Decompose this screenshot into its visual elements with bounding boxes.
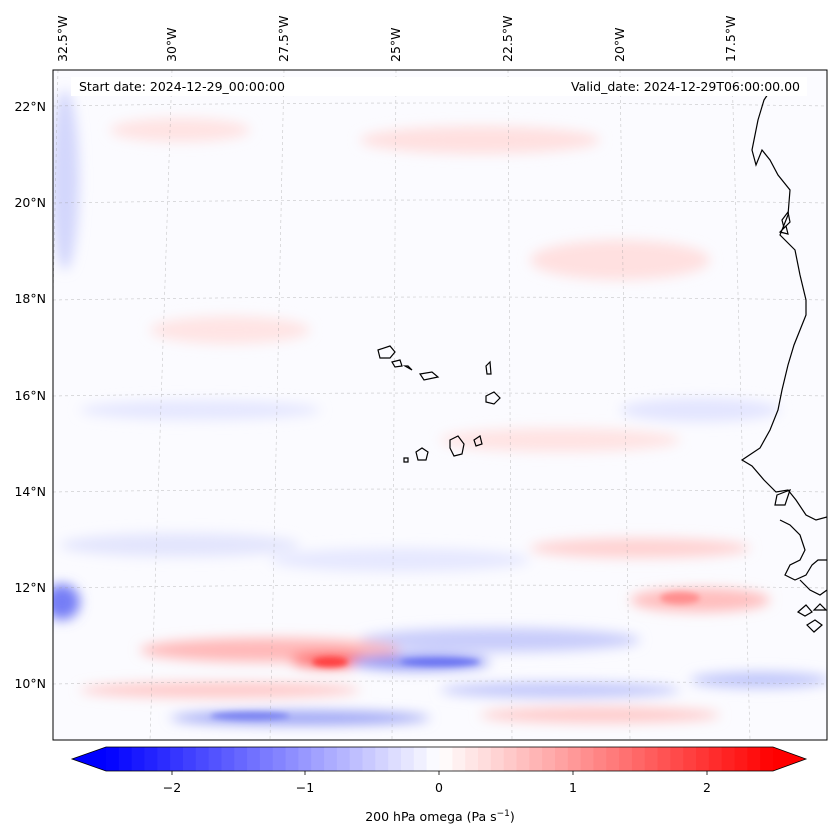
colorbar-tick-label: 1 (569, 780, 577, 795)
colorbar-cell (657, 747, 671, 771)
colorbar-cell (182, 747, 197, 771)
colorbar-cell (670, 747, 684, 771)
colorbar-cell (221, 747, 235, 771)
colorbar-cell (619, 747, 633, 771)
colorbar-cell (362, 747, 376, 771)
colorbar-cell (529, 747, 543, 771)
africa-coast (740, 87, 827, 521)
lon-label: 25°W (388, 27, 403, 62)
lon-label: 30°W (164, 27, 179, 62)
colorbar-cell (118, 747, 133, 771)
colorbar-cell (131, 747, 146, 771)
colorbar-ticks (171, 771, 708, 775)
colorbar-cell (375, 747, 389, 771)
colorbar-cell (503, 747, 518, 771)
colorbar-cell (388, 747, 402, 771)
colorbar-cell (721, 747, 736, 771)
colorbar-cell (477, 747, 492, 771)
colorbar-cell (554, 747, 569, 771)
colorbar-cell (195, 747, 210, 771)
colorbar-cell (259, 747, 274, 771)
lon-label: 22.5°W (500, 16, 515, 62)
valid-date-label: Valid_date: 2024-12-29T06:00:00.00 (571, 79, 800, 94)
colorbar-cell (567, 747, 582, 771)
colorbar-tick-label: −2 (163, 780, 181, 795)
start-date-label: Start date: 2024-12-29_00:00:00 (79, 79, 285, 94)
lat-label: 22°N (14, 99, 46, 114)
colorbar-cell (516, 747, 530, 771)
colorbar-cell (234, 747, 248, 771)
cape-verde-islands (377, 345, 501, 463)
colorbar-cell (285, 747, 300, 771)
colorbar-cell (542, 747, 556, 771)
colorbar-cell (760, 747, 774, 771)
map-frame (52, 69, 828, 741)
colorbar-cells (72, 747, 806, 771)
colorbar-cell (683, 747, 697, 771)
map-panel: Start date: 2024-12-29_00:00:00 Valid_da… (53, 70, 827, 740)
colorbar-cell (631, 747, 646, 771)
colorbar-cell (452, 747, 466, 771)
colorbar-cell (106, 747, 120, 771)
lat-label: 20°N (14, 195, 46, 210)
colorbar-cell (734, 747, 748, 771)
lon-labels: 32.5°W 30°W 27.5°W 25°W 22.5°W 20°W 17.5… (55, 16, 738, 62)
colorbar-cell (593, 747, 607, 771)
colorbar-cell (272, 747, 287, 771)
colorbar-outline (70, 746, 808, 772)
header-box (71, 77, 807, 96)
graticule (53, 70, 827, 740)
lat-label: 14°N (14, 484, 46, 499)
lat-labels: 22°N 20°N 18°N 16°N 14°N 12°N 10°N (14, 99, 46, 691)
colorbar-cell (401, 747, 415, 771)
colorbar-cell (324, 747, 338, 771)
colorbar-cell (439, 747, 453, 771)
lat-label: 18°N (14, 291, 46, 306)
colorbar-cell (580, 747, 595, 771)
colorbar-cell (208, 747, 223, 771)
lon-label: 27.5°W (276, 16, 291, 62)
colorbar-cell (157, 747, 171, 771)
colorbar-cell (170, 747, 184, 771)
lat-label: 12°N (14, 580, 46, 595)
colorbar-tick-label: 2 (703, 780, 711, 795)
colorbar-cell (606, 747, 620, 771)
colorbar-cell (311, 747, 325, 771)
colorbar-cell (644, 747, 659, 771)
lat-label: 10°N (14, 676, 46, 691)
lon-label: 32.5°W (55, 16, 70, 62)
colorbar: −2 −1 0 1 2 200 hPa omega (Pa s−1) (70, 746, 808, 824)
colorbar-cell (349, 747, 364, 771)
colorbar-cell (747, 747, 761, 771)
lat-label: 16°N (14, 388, 46, 403)
colorbar-cell (144, 747, 158, 771)
colorbar-cell (298, 747, 312, 771)
coastlines (740, 87, 827, 633)
colorbar-cell (426, 747, 441, 771)
colorbar-cell (696, 747, 710, 771)
colorbar-extend-max (773, 747, 806, 771)
colorbar-cell (708, 747, 723, 771)
lon-label: 20°W (612, 27, 627, 62)
colorbar-cell (413, 747, 428, 771)
omega-field (53, 90, 827, 725)
omega-field-detail (210, 592, 700, 720)
colorbar-extend-min (72, 747, 106, 771)
lon-label: 17.5°W (723, 16, 738, 62)
colorbar-tick-label: −1 (296, 780, 314, 795)
colorbar-cell (247, 747, 261, 771)
colorbar-tick-label: 0 (435, 780, 443, 795)
colorbar-cell (465, 747, 479, 771)
colorbar-label: 200 hPa omega (Pa s−1) (365, 809, 515, 824)
colorbar-cell (336, 747, 351, 771)
colorbar-cell (490, 747, 505, 771)
